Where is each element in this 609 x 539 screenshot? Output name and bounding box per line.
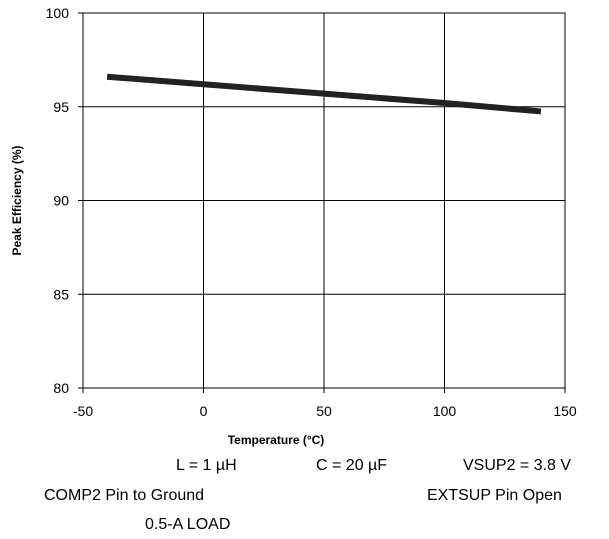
series-group [106, 73, 542, 115]
x-tick-label: 0 [200, 403, 208, 419]
condition-capacitance: C = 20 µF [316, 457, 388, 474]
y-axis-label: Peak Efficiency (%) [10, 145, 24, 255]
series-line-0 [106, 73, 542, 115]
x-tick-label: 50 [316, 403, 332, 419]
x-axis-label: Temperature (°C) [228, 433, 325, 447]
grid-lines [83, 13, 565, 388]
condition-inductance: L = 1 µH [176, 457, 237, 474]
x-tick-label: -50 [73, 403, 93, 419]
y-tick-label: 85 [53, 286, 69, 302]
y-tick-label: 90 [53, 193, 69, 209]
y-tick-label: 100 [46, 5, 70, 21]
condition-vsup2: VSUP2 = 3.8 V [463, 457, 572, 474]
y-tick-label: 80 [53, 380, 69, 396]
condition-extsup: EXTSUP Pin Open [427, 487, 562, 504]
condition-comp2: COMP2 Pin to Ground [44, 487, 205, 504]
axis-ticks: -50 0 50 100 150 80 85 90 95 100 [46, 5, 577, 419]
y-tick-label: 95 [53, 99, 69, 115]
x-tick-label: 150 [553, 403, 577, 419]
condition-load: 0.5-A LOAD [145, 516, 231, 533]
x-tick-label: 100 [433, 403, 457, 419]
